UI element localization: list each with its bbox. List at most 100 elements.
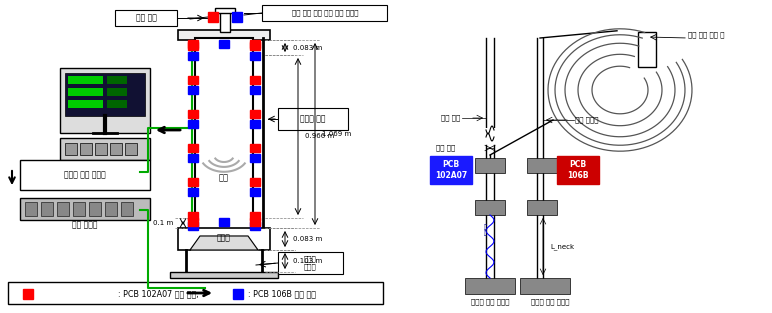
Bar [250, 222, 260, 230]
Bar [250, 40, 260, 48]
Bar [41, 202, 53, 216]
Bar [73, 202, 85, 216]
Bar [60, 138, 150, 160]
Polygon shape [190, 236, 258, 250]
Text: : PCB 106B 동압 센서: : PCB 106B 동압 센서 [248, 290, 316, 299]
Bar [220, 10, 230, 32]
Text: 튜브 길이: 튜브 길이 [441, 115, 460, 121]
Bar [188, 86, 198, 94]
Bar [250, 42, 260, 50]
Bar [68, 76, 103, 84]
Text: PCB
102A07: PCB 102A07 [435, 160, 467, 180]
Bar [557, 156, 599, 184]
Text: PCB
106B: PCB 106B [567, 160, 589, 180]
Text: 튜브 끝단 실링 캡: 튜브 끝단 실링 캡 [688, 32, 724, 38]
Bar [250, 86, 260, 94]
Text: 0.083 m: 0.083 m [293, 236, 323, 242]
Bar [188, 178, 198, 186]
Bar [232, 12, 242, 22]
Bar [527, 200, 557, 215]
Bar [188, 222, 198, 230]
Bar [178, 228, 270, 250]
Bar [188, 120, 198, 128]
Bar [178, 30, 270, 40]
Bar [25, 202, 37, 216]
Text: 동압 전파관: 동압 전파관 [575, 117, 598, 123]
Bar [188, 212, 198, 220]
Text: 연소기 몸체: 연소기 몸체 [300, 115, 326, 124]
Text: 원격 등압 측정 방법 센서 어댑터: 원격 등압 측정 방법 센서 어댑터 [292, 10, 358, 16]
Bar [250, 188, 260, 196]
Bar [105, 202, 117, 216]
Bar [188, 42, 198, 50]
Bar [23, 289, 33, 299]
Bar [80, 143, 92, 155]
Text: L_neck: L_neck [550, 243, 574, 250]
Bar [107, 88, 127, 96]
Bar [250, 52, 260, 60]
Bar [60, 68, 150, 133]
Bar [250, 218, 260, 226]
Bar [278, 108, 348, 130]
Bar [250, 212, 260, 220]
Text: 연소기
지지대: 연소기 지지대 [303, 256, 317, 270]
Bar [638, 32, 656, 67]
Text: 연소기 상단 플랜지: 연소기 상단 플랜지 [471, 299, 510, 305]
Bar [68, 88, 103, 96]
Bar [95, 143, 107, 155]
Bar [262, 5, 387, 21]
Text: 0.1 m: 0.1 m [153, 220, 173, 226]
Bar [250, 144, 260, 152]
Bar [188, 52, 198, 60]
Bar [68, 100, 103, 108]
Text: 등압 센서: 등압 센서 [136, 13, 157, 23]
Bar [195, 38, 253, 230]
Bar [233, 289, 243, 299]
Bar [188, 76, 198, 84]
Text: 0.103 m: 0.103 m [293, 258, 323, 264]
Bar [20, 160, 150, 190]
Bar [170, 272, 278, 278]
Bar [475, 158, 505, 173]
Text: 음파: 음파 [219, 173, 229, 182]
Text: 데이터 수집 시스템: 데이터 수집 시스템 [64, 171, 106, 179]
Bar [250, 110, 260, 118]
Bar [215, 8, 235, 13]
Bar [208, 12, 218, 22]
Text: 신호 증폭기: 신호 증폭기 [73, 220, 98, 229]
Bar [250, 154, 260, 162]
Bar [188, 110, 198, 118]
Bar [121, 202, 133, 216]
Bar [107, 100, 127, 108]
Bar [65, 143, 77, 155]
Bar [527, 158, 557, 173]
Bar [188, 218, 198, 226]
Bar [465, 278, 515, 294]
Bar [110, 143, 122, 155]
Bar [278, 252, 343, 274]
Bar [250, 120, 260, 128]
Bar [219, 218, 229, 226]
Bar [188, 144, 198, 152]
Text: : PCB 102A07 동압 센서,: : PCB 102A07 동압 센서, [118, 290, 198, 299]
Text: 0.083 m: 0.083 m [293, 44, 323, 50]
Bar [65, 73, 145, 116]
Bar [485, 128, 497, 143]
Bar [188, 188, 198, 196]
Text: 0.966 m: 0.966 m [306, 134, 334, 140]
Bar [188, 40, 198, 48]
Bar [57, 202, 69, 216]
Bar [520, 278, 570, 294]
Text: 관
내: 관 내 [483, 224, 486, 236]
Bar [89, 202, 101, 216]
Bar [219, 40, 229, 48]
Text: 1.069 m: 1.069 m [323, 131, 351, 137]
Bar [188, 154, 198, 162]
Bar [125, 143, 137, 155]
Text: 스피커: 스피커 [217, 233, 231, 243]
Text: 튜브 외경: 튜브 외경 [435, 145, 455, 151]
Bar [430, 156, 472, 184]
Bar [107, 76, 127, 84]
Bar [475, 200, 505, 215]
Bar [20, 198, 150, 220]
